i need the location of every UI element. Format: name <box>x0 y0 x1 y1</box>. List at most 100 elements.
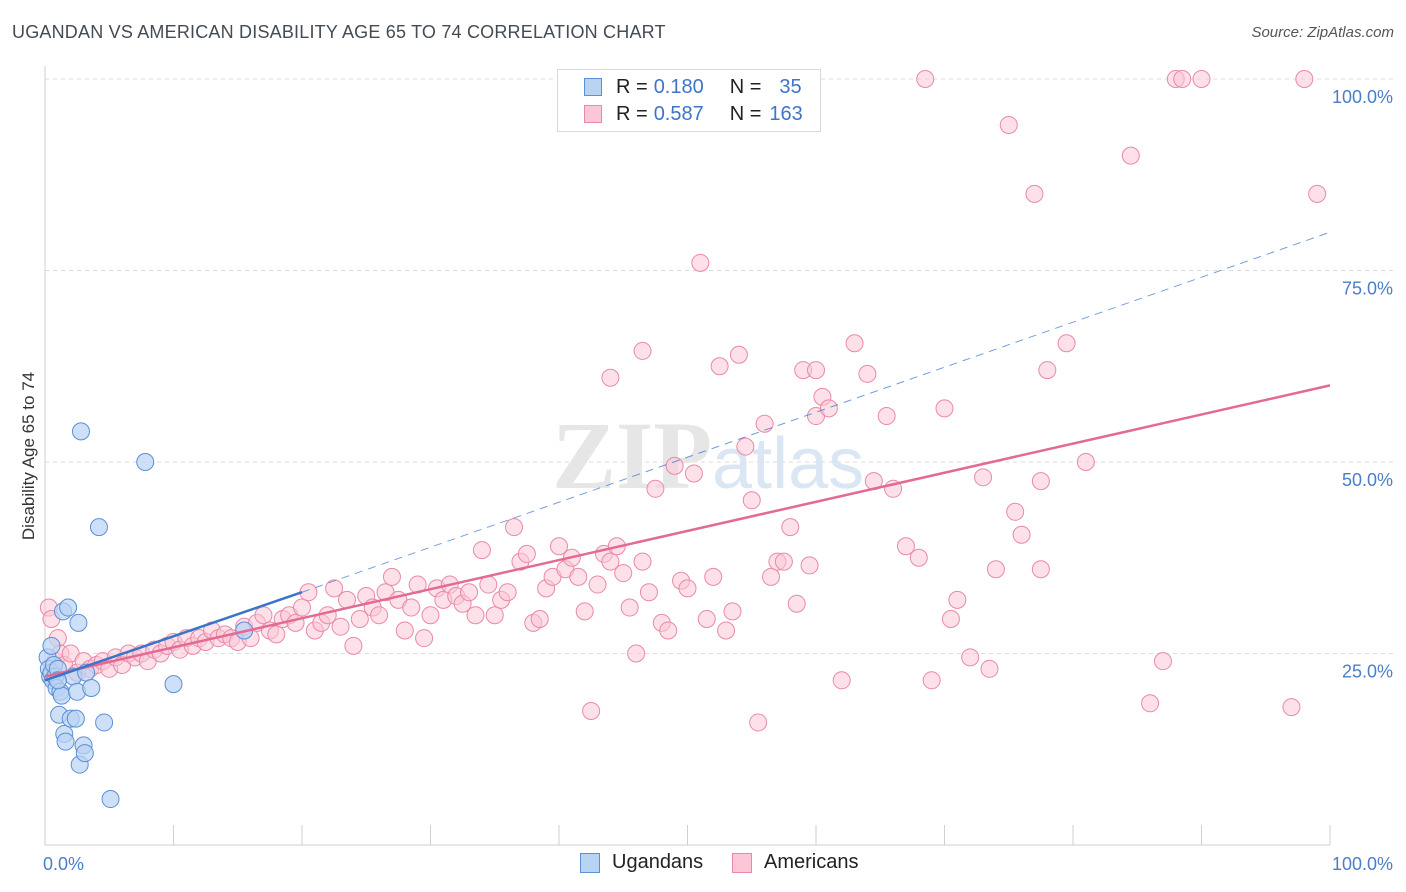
american-point <box>582 701 601 720</box>
american-point <box>729 345 748 364</box>
american-point <box>601 368 620 387</box>
american-point <box>845 334 864 353</box>
n-value: 35 <box>779 75 802 98</box>
american-point <box>736 437 755 456</box>
american-point <box>1295 70 1314 88</box>
american-point <box>286 613 305 632</box>
y-tick-label: 100.0% <box>1332 87 1393 107</box>
american-point <box>948 590 967 609</box>
american-point <box>787 594 806 613</box>
americans-swatch <box>584 105 602 123</box>
american-point <box>293 598 311 617</box>
stats-legend: R = 0.180 N = 35 R = 0.587 N = 163 <box>557 69 821 132</box>
american-point <box>922 671 941 690</box>
legend-item-americans[interactable]: Americans <box>732 851 858 874</box>
watermark: ZIPatlas <box>552 402 864 509</box>
ugandan-point <box>59 598 78 617</box>
americans-legend-swatch <box>732 852 752 873</box>
american-point <box>575 602 594 621</box>
legend-row-ugandans: R = 0.180 N = 35 <box>584 74 802 100</box>
ugandan-point <box>82 678 101 697</box>
r-value: 0.180 <box>653 75 704 98</box>
ugandan-point <box>101 790 120 809</box>
american-point <box>877 407 896 426</box>
y-tick-label: 75.0% <box>1342 279 1393 299</box>
american-point <box>1141 694 1160 713</box>
american-point <box>665 456 684 475</box>
ugandan-point <box>52 686 71 705</box>
american-point <box>974 468 993 487</box>
american-point <box>749 713 768 732</box>
american-point <box>1153 652 1172 671</box>
ugandans-trend-line <box>44 591 303 682</box>
american-point <box>466 606 485 625</box>
american-point <box>646 479 665 498</box>
american-point <box>1121 146 1140 165</box>
american-point <box>530 610 549 629</box>
american-point <box>639 583 658 602</box>
american-point <box>986 560 1005 579</box>
american-point <box>254 606 273 625</box>
american-point <box>1076 453 1095 471</box>
american-point <box>755 414 774 433</box>
ugandan-point <box>71 422 90 441</box>
r-label: R = <box>616 75 648 98</box>
american-point <box>1006 502 1025 521</box>
american-point <box>1025 184 1044 203</box>
american-point <box>710 357 729 376</box>
y-tick-labels: 25.0% 50.0% 75.0% 100.0% <box>1332 87 1393 682</box>
ugandans-swatch <box>584 78 602 96</box>
american-point <box>723 602 742 621</box>
american-point <box>916 70 935 88</box>
american-point <box>935 399 954 418</box>
axes <box>44 66 1331 846</box>
ugandan-point <box>75 744 94 763</box>
american-point <box>344 636 363 655</box>
y-tick-label: 25.0% <box>1342 662 1393 682</box>
ugandan-point <box>56 732 75 751</box>
american-point <box>601 552 620 571</box>
american-point <box>704 567 723 586</box>
american-point <box>858 364 877 383</box>
american-point <box>505 518 524 537</box>
american-point <box>1012 525 1031 544</box>
american-point <box>659 621 678 640</box>
american-point <box>460 583 479 602</box>
american-point <box>1031 472 1050 491</box>
american-point <box>614 564 633 583</box>
legend-row-americans: R = 0.587 N = 163 <box>584 101 803 127</box>
n-label: N = <box>729 102 762 125</box>
american-point <box>569 567 588 586</box>
american-point <box>472 541 491 560</box>
legend-item-ugandans[interactable]: Ugandans <box>580 851 703 874</box>
american-point <box>800 556 819 575</box>
chart-title: UGANDAN VS AMERICAN DISABILITY AGE 65 TO… <box>12 22 666 42</box>
ugandan-point <box>136 453 155 471</box>
american-point <box>1282 698 1301 717</box>
americans-points <box>39 70 1327 732</box>
american-point <box>517 544 536 563</box>
american-point <box>684 464 703 483</box>
american-point <box>742 491 761 510</box>
series-legend: Ugandans Americans <box>0 851 1406 877</box>
r-label: R = <box>616 102 648 125</box>
american-point <box>999 115 1018 134</box>
american-point <box>807 361 825 380</box>
american-point <box>697 610 716 629</box>
american-point <box>762 567 781 586</box>
american-point <box>691 253 710 272</box>
ugandan-point <box>95 713 114 732</box>
american-point <box>896 537 915 556</box>
american-point <box>1038 361 1057 380</box>
american-point <box>415 629 434 648</box>
american-point <box>774 552 793 571</box>
american-point <box>819 399 838 418</box>
americans-legend-label: Americans <box>764 851 859 873</box>
american-point <box>267 625 286 644</box>
trend-lines <box>44 231 1331 682</box>
y-axis-label: Disability Age 65 to 74 <box>19 372 38 540</box>
american-point <box>633 341 652 360</box>
american-point <box>498 583 517 602</box>
x-tick-labels: 0.0% 100.0% <box>43 854 1393 874</box>
